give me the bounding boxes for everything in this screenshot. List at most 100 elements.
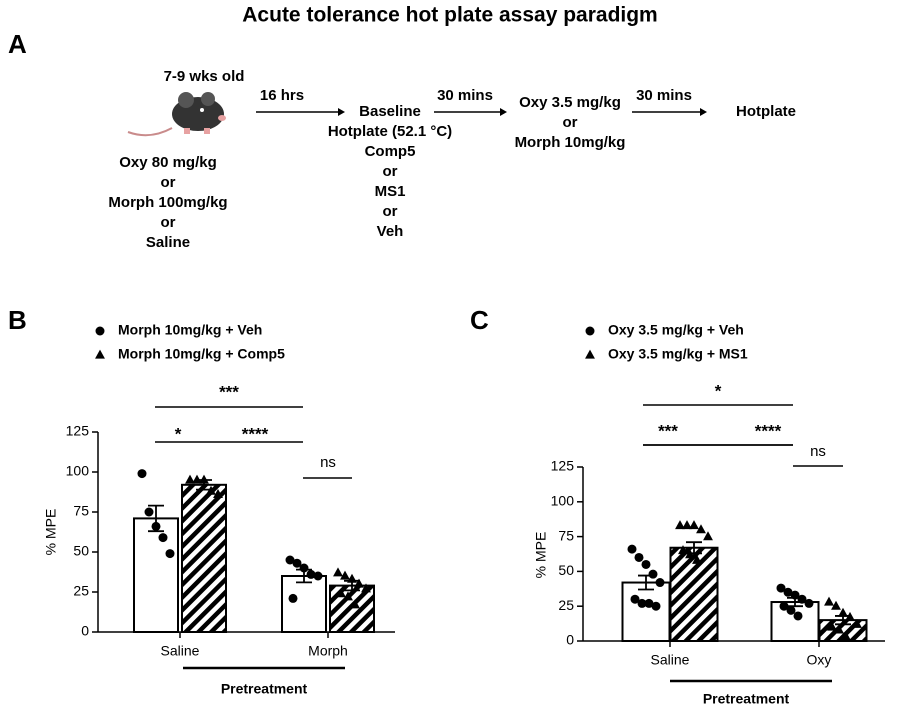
data-point <box>682 520 692 530</box>
data-point <box>361 583 371 593</box>
mouse-icon <box>127 92 226 137</box>
data-point <box>689 520 699 530</box>
x-tick-label: Saline <box>161 643 200 659</box>
bar <box>621 581 671 643</box>
y-tick-label: 50 <box>73 543 89 559</box>
y-tick-label: 100 <box>551 493 575 509</box>
legend-marker <box>585 349 595 359</box>
legend-marker <box>95 326 105 336</box>
data-point <box>350 599 360 609</box>
x-tick-label: Saline <box>651 652 690 668</box>
data-point <box>313 571 323 581</box>
diagram-text: Hotplate (52.1 °C) <box>328 123 452 140</box>
data-point <box>354 578 364 588</box>
data-point <box>776 583 786 593</box>
y-tick-label: 25 <box>73 583 89 599</box>
diagram-text: Saline <box>146 234 190 251</box>
diagram-text: Morph 100mg/kg <box>108 194 227 211</box>
data-point <box>213 489 223 498</box>
y-tick-label: 0 <box>81 623 89 639</box>
data-point <box>797 594 807 604</box>
significance-label: ns <box>810 443 826 460</box>
diagram-text: Oxy 3.5 mg/kg <box>519 94 621 111</box>
significance-label: *** <box>658 421 678 440</box>
x-axis-label: Pretreatment <box>221 681 308 697</box>
arrow-head <box>700 108 707 116</box>
y-tick-label: 125 <box>66 423 90 439</box>
data-point <box>634 552 644 562</box>
data-point <box>347 573 357 583</box>
bar <box>329 584 375 633</box>
baseline-list: Baseline Hotplate (52.1 °C) Comp5 or MS1 or Ve… <box>328 103 452 240</box>
x-tick-label: Morph <box>308 643 348 659</box>
y-axis-label: % MPE <box>43 509 59 556</box>
figure-title: Acute tolerance hot plate assay paradigm <box>242 4 657 27</box>
arrow-head <box>500 108 507 116</box>
diagram-text: Oxy 80 mg/kg <box>119 154 217 171</box>
x-axis-label: Pretreatment <box>703 691 790 707</box>
legend-label: Oxy 3.5 mg/kg + Veh <box>608 322 744 338</box>
data-point <box>299 563 309 573</box>
diagram-text: 7-9 wks old <box>164 68 245 85</box>
data-point <box>144 507 154 517</box>
data-point <box>137 469 147 479</box>
bar <box>133 517 179 634</box>
diagram-text: Comp5 <box>365 143 416 160</box>
significance-label: **** <box>242 424 269 443</box>
data-point <box>692 554 702 564</box>
data-point <box>292 558 302 568</box>
data-point <box>306 569 316 579</box>
significance-label: * <box>715 381 722 400</box>
data-point <box>336 588 346 598</box>
panel-letter: A <box>8 29 27 59</box>
data-point <box>824 596 834 606</box>
significance-label: **** <box>755 421 782 440</box>
panel-letter: B <box>8 305 27 335</box>
data-point <box>641 559 651 569</box>
data-point <box>675 520 685 530</box>
x-tick-label: Oxy <box>807 652 832 668</box>
data-point <box>783 587 793 597</box>
data-point <box>206 485 216 495</box>
data-point <box>151 521 161 531</box>
y-tick-label: 75 <box>73 503 89 519</box>
data-point <box>786 605 796 615</box>
data-point <box>165 549 175 559</box>
arrow-label: 30 mins <box>437 87 493 104</box>
data-point <box>678 545 688 555</box>
y-tick-label: 100 <box>66 463 90 479</box>
arrow-head <box>338 108 345 116</box>
data-point <box>845 611 855 621</box>
y-tick-label: 50 <box>558 562 574 578</box>
data-point <box>637 598 647 608</box>
y-tick-label: 125 <box>551 458 575 474</box>
diagram-text: or <box>563 114 578 131</box>
data-point <box>199 474 209 484</box>
data-point <box>827 621 837 631</box>
data-point <box>340 570 350 580</box>
legend-label: Morph 10mg/kg + Veh <box>118 322 262 338</box>
data-point <box>651 601 661 611</box>
y-tick-label: 25 <box>558 597 574 613</box>
data-point <box>834 624 844 634</box>
data-point <box>630 594 640 604</box>
diagram-text: or <box>161 214 176 231</box>
significance-label: *** <box>219 382 239 401</box>
y-tick-label: 0 <box>566 632 574 648</box>
data-point <box>158 533 168 543</box>
data-point <box>696 524 706 534</box>
data-point <box>285 555 295 565</box>
data-point <box>685 549 695 559</box>
bar <box>770 601 820 642</box>
diagram-text: Hotplate <box>736 103 796 120</box>
data-point <box>288 593 298 603</box>
legend-label: Morph 10mg/kg + Comp5 <box>118 346 285 362</box>
legend-marker <box>585 326 595 336</box>
diagram-text: or <box>161 174 176 191</box>
diagram-text: Morph 10mg/kg <box>515 134 626 151</box>
data-point <box>831 600 841 610</box>
arrow-label: 16 hrs <box>260 87 304 104</box>
data-point <box>838 607 848 617</box>
data-point <box>841 631 851 641</box>
